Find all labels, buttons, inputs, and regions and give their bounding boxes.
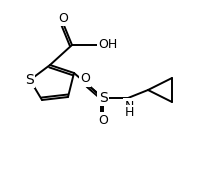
Text: O: O bbox=[98, 114, 108, 127]
Text: S: S bbox=[25, 73, 33, 87]
Text: N: N bbox=[124, 100, 134, 112]
Text: O: O bbox=[58, 12, 68, 25]
Text: OH: OH bbox=[98, 38, 118, 51]
Text: S: S bbox=[99, 91, 107, 105]
Text: H: H bbox=[124, 106, 134, 119]
Text: O: O bbox=[80, 72, 90, 85]
